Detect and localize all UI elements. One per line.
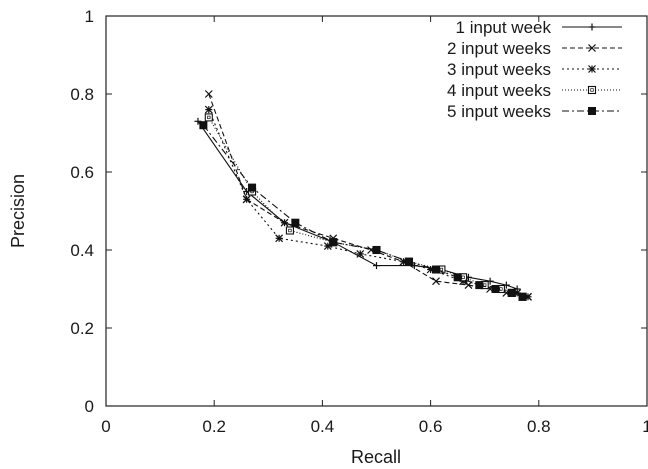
data-point [285,226,294,235]
y-tick-label: 1 [85,7,94,26]
legend-item: 3 input weeks [447,60,622,79]
x-tick-label: 0.6 [419,417,443,436]
data-point [204,105,213,114]
y-axis-label: Precision [8,174,28,248]
x-tick-label: 0.4 [311,417,335,436]
series-3 [204,105,532,301]
data-point [280,218,289,227]
data-point [242,195,251,204]
data-point [204,113,213,122]
series-line [202,124,523,298]
x-tick-label: 0 [101,417,110,436]
data-point [248,183,257,192]
legend-item: 5 input weeks [447,102,622,121]
x-axis-label: Recall [351,447,401,467]
legend-marker [588,44,596,52]
data-point [518,292,527,301]
legend-item: 1 input week [456,18,622,37]
axis-ticks [105,15,648,407]
legend-item: 2 input weeks [447,39,622,58]
data-point [356,249,365,258]
data-point [453,273,462,282]
legend-label: 1 input week [456,18,552,37]
plot-border [105,15,648,407]
data-point [491,285,500,293]
y-tick-label: 0 [85,397,94,416]
y-tick-label: 0.8 [70,85,94,104]
data-point [275,234,284,243]
data-point [199,121,208,130]
data-point [291,218,300,227]
legend-marker [588,23,596,31]
y-tick-label: 0.4 [70,241,94,260]
series-1 [194,117,521,293]
legend-label: 3 input weeks [447,60,551,79]
legend-marker [588,65,596,73]
x-tick-label: 0.2 [202,417,226,436]
data-point [372,246,381,254]
series-line [208,109,529,298]
legend-label: 2 input weeks [447,39,551,58]
series-line [197,120,518,290]
data-point [373,262,380,270]
series-line [208,93,529,298]
series-5 [199,121,527,301]
plot-area [105,15,648,407]
legend-label: 5 input weeks [447,102,551,121]
x-tick-label: 0.8 [527,417,551,436]
data-point [329,238,338,247]
x-tick-label: 1 [642,417,648,436]
series-layer [194,90,532,301]
data-point [432,277,440,286]
data-point [204,90,213,98]
data-point [404,257,413,266]
data-point [432,265,441,274]
legend: 1 input week 2 input weeks 3 input weeks 4 … [447,18,622,121]
legend-marker [588,107,596,115]
legend-label: 4 input weeks [447,81,551,100]
y-tick-label: 0.2 [70,319,94,338]
data-point [475,281,484,290]
series-line [208,117,523,298]
y-tick-label: 0.6 [70,163,94,182]
series-4 [204,113,527,301]
legend-item: 4 input weeks [447,81,622,100]
legend-marker [587,85,597,95]
data-point [507,288,516,297]
tick-labels: 0 0.2 0.4 0.6 0.8 1 0 0.2 0.4 0.6 0.8 1 [70,7,648,436]
